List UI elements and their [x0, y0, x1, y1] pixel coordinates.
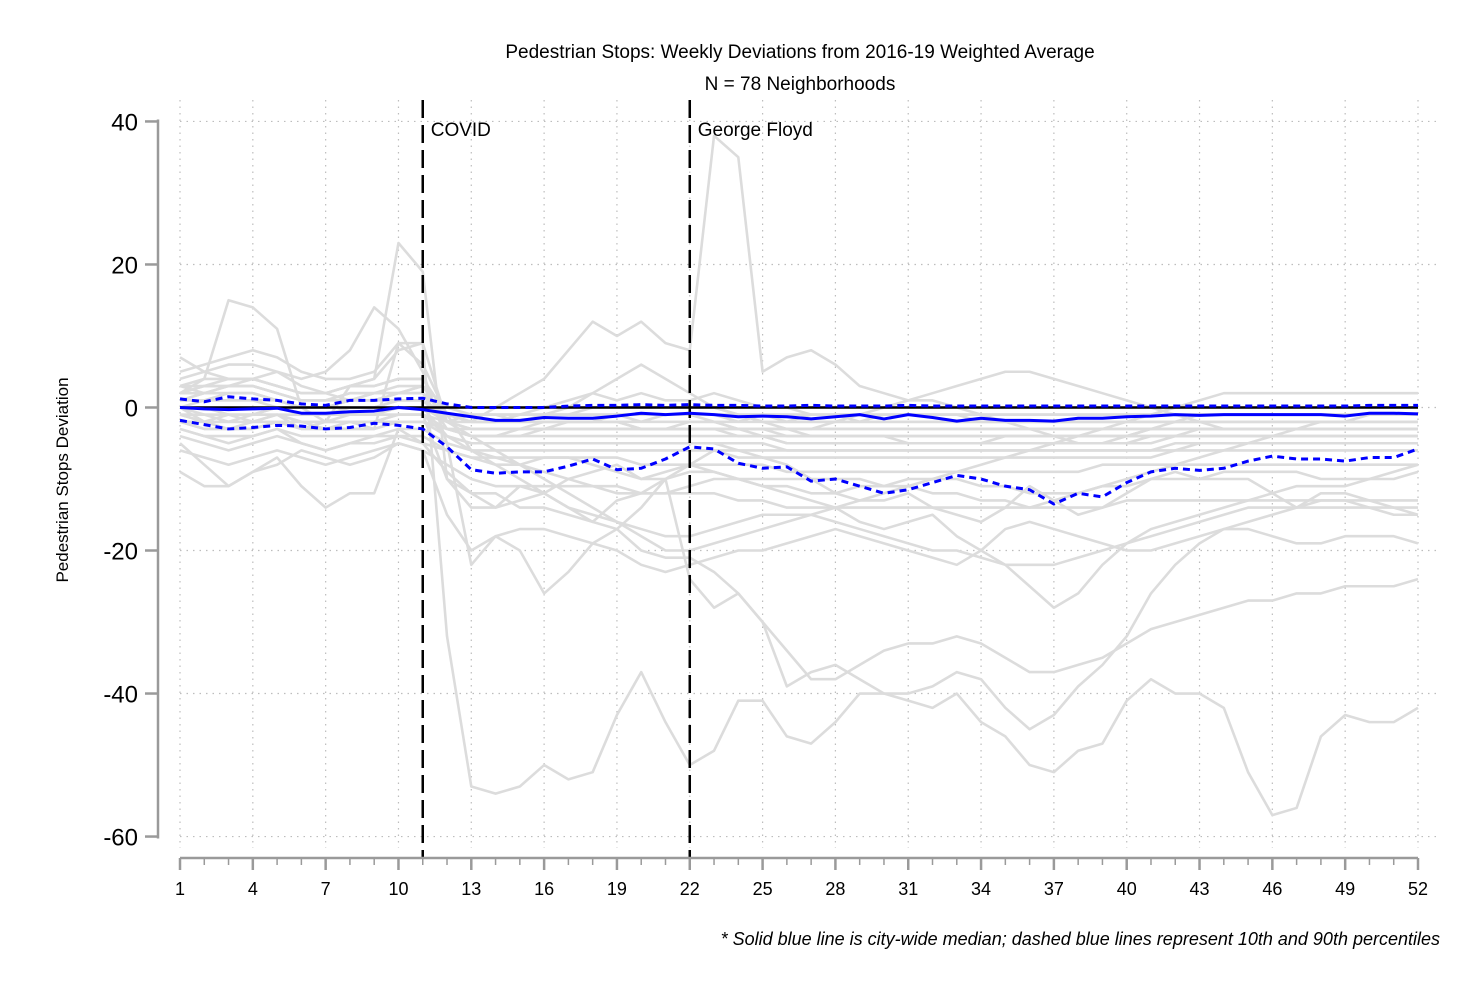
neighborhood-series-line — [180, 420, 1418, 438]
y-tick-label: 0 — [125, 395, 138, 422]
y-axis-label: Pedestrian Stops Deviation — [53, 377, 72, 582]
event-lines: COVID George Floyd — [421, 100, 813, 858]
y-tick-label: -40 — [103, 682, 138, 709]
x-tick-label: 46 — [1262, 879, 1282, 899]
neighborhood-series-line — [179, 434, 1418, 474]
axes: 40 20 0 -20 -40 -60 1 4 7 10 13 16 19 22 25 28 31 34 37 40 4… — [103, 109, 1428, 899]
neighborhood-series-line — [179, 413, 1419, 681]
x-tick-label: 37 — [1044, 879, 1064, 899]
neighborhood-series-line — [179, 427, 1419, 610]
summary-lines — [179, 395, 1419, 506]
chart-subtitle: N = 78 Neighborhoods — [705, 74, 896, 95]
grid-layer — [179, 100, 1440, 848]
x-tick-label: 19 — [607, 879, 627, 899]
neighborhood-series-line — [179, 427, 1419, 495]
x-tick-label: 13 — [461, 879, 481, 899]
p10-series-line — [179, 418, 1419, 506]
neighborhood-series-line — [180, 377, 1418, 567]
x-tick-label: 49 — [1335, 879, 1355, 899]
x-tick-label: 22 — [680, 879, 700, 899]
x-tick-label: 10 — [388, 879, 408, 899]
neighborhood-series-line — [179, 441, 1419, 574]
y-tick-label: -20 — [103, 539, 138, 566]
y-tick-label: -60 — [103, 825, 138, 852]
median-series-line — [179, 405, 1419, 423]
x-tick-label: 25 — [753, 879, 773, 899]
neighborhood-lines — [179, 134, 1419, 817]
neighborhood-series-line — [179, 413, 1418, 452]
neighborhood-series-line — [179, 341, 1419, 817]
neighborhood-series-line — [179, 134, 1418, 445]
x-tick-label: 40 — [1117, 879, 1137, 899]
neighborhood-series-line — [180, 363, 1418, 431]
x-tick-label: 34 — [971, 879, 991, 899]
chart-footnote: * Solid blue line is city-wide median; d… — [721, 929, 1440, 949]
event-label: COVID — [431, 120, 491, 141]
x-tick-label: 52 — [1408, 879, 1428, 899]
chart-title: Pedestrian Stops: Weekly Deviations from… — [505, 42, 1094, 63]
p90-series-line — [179, 395, 1418, 409]
event-label: George Floyd — [698, 120, 813, 141]
x-tick-label: 1 — [175, 879, 185, 899]
neighborhood-series-line — [179, 441, 1418, 509]
x-tick-label: 4 — [248, 879, 258, 899]
x-tick-label: 7 — [321, 879, 331, 899]
x-tick-label: 43 — [1190, 879, 1210, 899]
neighborhood-series-line — [179, 363, 1418, 445]
x-tick-label: 16 — [534, 879, 554, 899]
neighborhood-series-line — [179, 406, 1418, 424]
neighborhood-series-line — [179, 306, 1418, 731]
x-tick-label: 31 — [898, 879, 918, 899]
y-tick-label: 20 — [111, 252, 138, 279]
x-tick-label: 28 — [825, 879, 845, 899]
y-tick-label: 40 — [111, 109, 138, 136]
neighborhood-series-line — [179, 427, 1418, 459]
